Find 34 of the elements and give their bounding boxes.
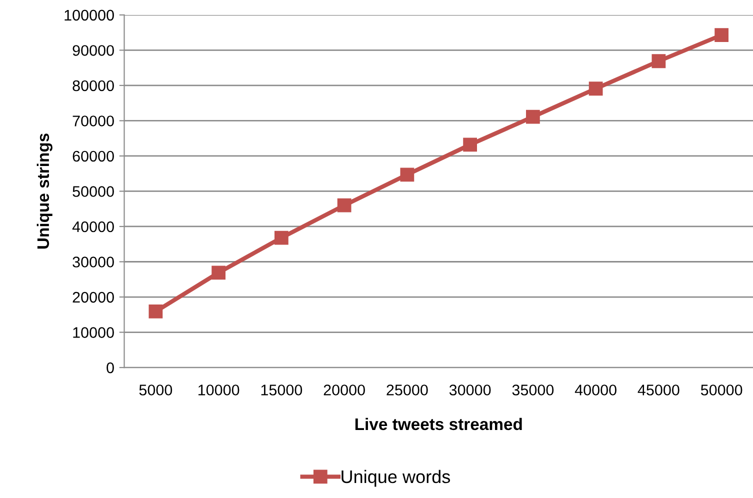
y-tick-label: 50000: [72, 186, 114, 197]
y-tick-label: 60000: [72, 150, 114, 162]
y-tick-label: 10000: [73, 327, 114, 338]
x-tick-label: 50000: [700, 384, 742, 396]
x-tick-label: 35000: [512, 384, 554, 396]
x-tick-label: 25000: [386, 384, 428, 396]
point: [400, 168, 414, 182]
y-tick-label: 80000: [72, 80, 114, 92]
x-tick-label: 20000: [324, 384, 365, 396]
y-tick-label: 40000: [72, 221, 114, 232]
y-tick-label: 70000: [72, 116, 114, 126]
point: [148, 304, 163, 318]
x-tick-label: 45000: [638, 384, 680, 396]
x-tick-label: 30000: [449, 384, 491, 396]
point: [463, 138, 478, 152]
point: [274, 230, 288, 245]
y-tick-label: 30000: [72, 256, 114, 268]
x-tick-label: 40000: [574, 384, 616, 396]
point: [212, 266, 226, 280]
y-tick-label: 20000: [72, 292, 114, 303]
y-tick-label: 100000: [64, 10, 114, 21]
y-axis-title: Unique strings: [36, 134, 52, 249]
x-tick-label: 10000: [198, 384, 240, 396]
y-tick-label: 0: [106, 362, 114, 374]
point: [714, 28, 729, 42]
x-tick-label: 5000: [139, 384, 172, 396]
point: [652, 54, 666, 68]
point: [526, 110, 540, 124]
x-axis-title: Live tweets streamed: [355, 418, 522, 430]
point: [588, 82, 603, 96]
y-tick-label: 90000: [72, 45, 114, 56]
legend-label: Unique words: [342, 470, 450, 487]
point: [337, 198, 352, 212]
x-tick-label: 15000: [261, 384, 302, 396]
